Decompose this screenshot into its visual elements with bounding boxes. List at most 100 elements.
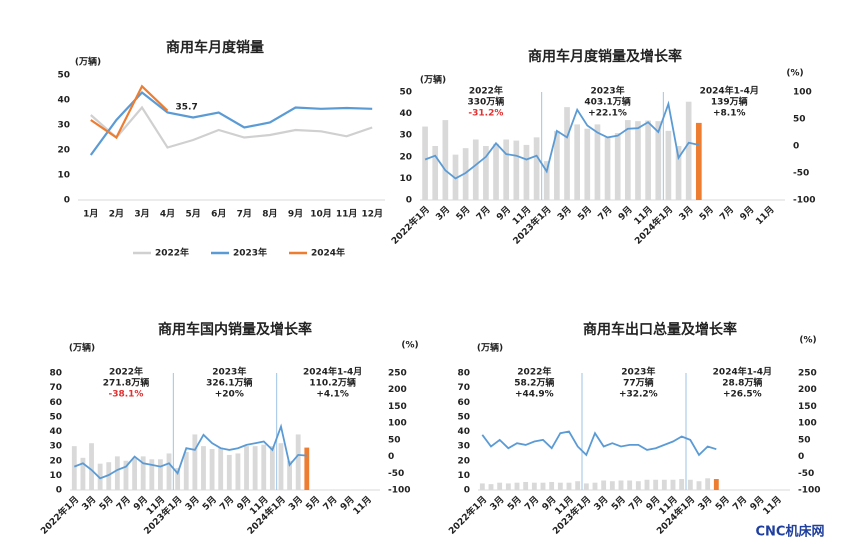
bar	[192, 434, 198, 490]
y-tick-label: 20	[49, 456, 62, 466]
segment-annotation: 110.2万辆	[309, 377, 355, 389]
bar	[479, 483, 485, 490]
y-tick-label: 40	[457, 427, 470, 437]
y2-tick-label: -50	[793, 169, 809, 179]
y2-axis-label: (%)	[799, 336, 816, 346]
x-tick-label: 3月	[677, 204, 696, 223]
bar	[665, 130, 672, 200]
y-tick-label: 10	[399, 174, 412, 184]
y-tick-label: 30	[399, 131, 412, 141]
y-axis-label: (万辆)	[420, 74, 446, 86]
y-tick-label: 30	[57, 121, 70, 131]
y-tick-label: 30	[49, 442, 62, 452]
x-tick-label: 10月	[310, 209, 332, 220]
y-tick-label: 50	[399, 88, 412, 98]
bar	[287, 460, 292, 490]
growth-line	[73, 423, 307, 480]
bar	[574, 124, 580, 200]
segment-annotation: 77万辆	[623, 377, 654, 389]
x-tick-label: 4月	[160, 209, 175, 220]
segment-annotation: 2023年	[212, 366, 246, 378]
y2-tick-label: -100	[388, 486, 411, 496]
y2-tick-label: -50	[798, 469, 814, 479]
bar	[304, 447, 310, 490]
data-annotation: 35.7	[176, 102, 198, 112]
growth-line	[481, 430, 717, 457]
y2-tick-label: 50	[793, 115, 806, 125]
growth-line	[424, 100, 699, 180]
x-tick-label: 3月	[555, 204, 574, 223]
y2-tick-label: 0	[798, 452, 804, 462]
x-tick-label: 7月	[114, 494, 133, 513]
segment-annotation: 28.8万辆	[722, 377, 762, 389]
bar	[269, 446, 275, 490]
bar	[235, 453, 241, 490]
bar	[594, 124, 601, 200]
bar	[114, 456, 120, 490]
bar	[422, 126, 428, 200]
segment-annotation: 2024年1-4月	[713, 366, 772, 378]
bar	[592, 482, 598, 490]
x-tick-label: 5月	[454, 204, 473, 223]
y-tick-label: 70	[49, 383, 62, 393]
legend-label: 2022年	[155, 247, 189, 259]
segment-annotation: -31.2%	[468, 109, 503, 119]
bar	[670, 479, 676, 490]
segment-annotation: 2024年1-4月	[303, 366, 362, 378]
y-axis-label: (万辆)	[477, 342, 503, 354]
bar	[635, 121, 641, 200]
segment-annotation: +44.9%	[515, 390, 554, 400]
segment-annotation: +4.1%	[316, 390, 349, 400]
y-tick-label: 40	[49, 427, 62, 437]
segment-annotation: 2023年	[621, 366, 655, 378]
bar	[635, 481, 641, 490]
y-tick-label: 30	[457, 442, 470, 452]
x-tick-label: 7月	[596, 204, 615, 223]
bar	[183, 451, 189, 490]
bar	[523, 144, 530, 200]
bar	[557, 482, 563, 490]
x-tick-label: 1月	[83, 209, 98, 220]
x-tick-label: 2022年1月	[38, 493, 81, 536]
bar	[201, 446, 206, 490]
bar	[89, 443, 94, 490]
bar	[123, 460, 129, 490]
y2-tick-label: 0	[388, 452, 394, 462]
segment-annotation: 403.1万辆	[584, 96, 630, 108]
y-tick-label: 10	[57, 171, 70, 181]
y-tick-label: 40	[57, 96, 70, 106]
bar	[566, 482, 572, 490]
bar	[554, 130, 560, 200]
y2-axis-label: (%)	[786, 69, 803, 79]
segment-annotation: 330万辆	[468, 96, 505, 108]
bar	[661, 479, 667, 490]
chart-title: 商用车出口总量及增长率	[583, 321, 737, 338]
y2-tick-label: 100	[798, 419, 817, 429]
x-tick-label: 8月	[262, 209, 277, 220]
segment-annotation: 2023年	[591, 85, 625, 97]
bar	[584, 128, 591, 200]
x-tick-label: 5月	[185, 209, 200, 220]
bar	[295, 434, 301, 490]
x-tick-label: 3月	[434, 204, 453, 223]
y-axis-label: (万辆)	[69, 342, 95, 354]
bar	[432, 146, 439, 200]
y2-tick-label: -100	[793, 196, 816, 206]
segment-annotation: 271.8万辆	[103, 377, 149, 389]
y-tick-label: 20	[457, 456, 470, 466]
bar	[505, 483, 511, 490]
bar	[549, 481, 555, 490]
x-tick-label: 7月	[237, 209, 252, 220]
segment-annotation: +20%	[215, 390, 244, 400]
y-tick-label: 50	[49, 412, 62, 422]
y-tick-label: 0	[64, 196, 70, 206]
y2-tick-label: 250	[388, 369, 407, 379]
chart-title: 商用车国内销量及增长率	[158, 321, 312, 338]
x-tick-label: 5月	[609, 494, 628, 513]
y2-tick-label: 100	[793, 88, 812, 98]
bar	[705, 478, 711, 490]
bar	[523, 481, 529, 490]
x-tick-label: 11月	[351, 494, 374, 517]
bar	[71, 446, 77, 490]
y-tick-label: 50	[57, 71, 70, 81]
